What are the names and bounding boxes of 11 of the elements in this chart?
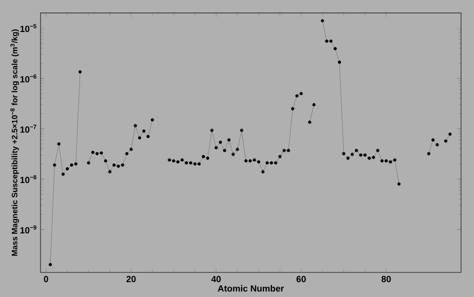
x-tick-label: 80 [382,276,391,282]
x-tick-label: 0 [44,276,48,282]
y-tick-label: 10$^{−7}$ [20,124,36,133]
x-axis-title: Atomic Number [218,284,284,292]
y-tick-label: 10$^{−9}$ [20,225,36,234]
y-tick-label: 10$^{−8}$ [20,174,36,183]
y-tick-label: 10$^{−6}$ [20,74,36,82]
x-tick-label: 60 [296,276,306,282]
x-tick-label: 40 [211,276,221,282]
x-tick-label: 20 [126,276,136,282]
y-tick-label: 10$^{−5}$ [20,24,36,32]
